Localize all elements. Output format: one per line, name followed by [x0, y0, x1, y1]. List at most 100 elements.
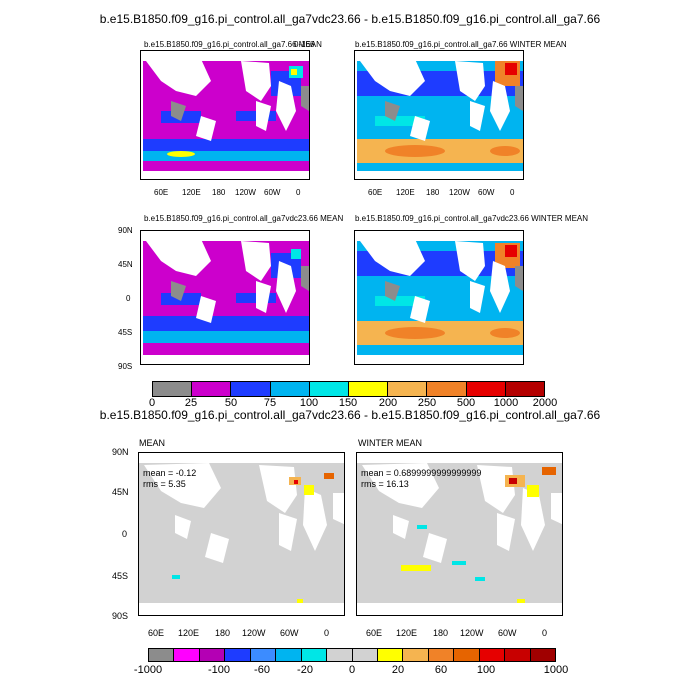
colorbar-label: 100 — [299, 397, 319, 409]
lon-label: 60W — [280, 628, 299, 638]
colorbar-label: 1000 — [493, 397, 519, 409]
lon-label: 60E — [368, 188, 383, 197]
lon-label: 120E — [182, 188, 201, 197]
colorbar-label: -20 — [297, 664, 313, 676]
colorbar-segment — [466, 382, 506, 396]
panel-title-diff-mean: MEAN — [139, 438, 166, 448]
lat-label: 45N — [112, 487, 129, 497]
lat-label: 90S — [118, 362, 133, 371]
lat-label: 90S — [112, 611, 129, 621]
stat-rms: rms = 5.35 — [143, 479, 186, 489]
lat-label: 90N — [118, 226, 133, 235]
lon-label: 60E — [148, 628, 165, 638]
colorbar-segment — [301, 649, 328, 661]
top-colorbar — [152, 381, 545, 397]
lat-label: 90N — [112, 447, 129, 457]
panel-title-diff-winter: WINTER MEAN — [358, 438, 422, 448]
colorbar-label: 75 — [263, 397, 277, 409]
lon-label: 180 — [212, 188, 226, 197]
colorbar-segment — [377, 649, 404, 661]
colorbar-label: 150 — [338, 397, 358, 409]
colorbar-segment — [153, 382, 193, 396]
lon-label: 120W — [235, 188, 256, 197]
panel-corner-label: 0-166 — [294, 40, 315, 49]
colorbar-segment — [327, 649, 353, 661]
colorbar-segment — [192, 382, 232, 396]
stat-mean: mean = -0.12 — [143, 468, 197, 478]
colorbar-segment — [530, 649, 555, 661]
colorbar-label: 250 — [417, 397, 437, 409]
colorbar-label: 500 — [456, 397, 476, 409]
colorbar-label: 20 — [391, 664, 405, 676]
ocean-field-mean-ga7 — [141, 51, 309, 179]
colorbar-segment — [352, 649, 378, 661]
ocean-field-winter-vdc — [355, 231, 523, 364]
panel-title-mean-vdc: b.e15.B1850.f09_g16.pi_control.all_ga7vd… — [144, 214, 344, 223]
colorbar-segment — [403, 649, 429, 661]
colorbar-label: -1000 — [133, 664, 163, 676]
lon-label: 60E — [154, 188, 169, 197]
lon-label: 0 — [296, 188, 301, 197]
colorbar-segment — [250, 649, 277, 661]
colorbar-label: 2000 — [532, 397, 558, 409]
lon-label: 120E — [396, 188, 415, 197]
colorbar-label: 0 — [348, 664, 356, 676]
ocean-field-winter-ga7 — [355, 51, 523, 179]
map-mid-left — [140, 230, 310, 365]
colorbar-label: 60 — [434, 664, 448, 676]
map-top-left — [140, 50, 310, 180]
colorbar-label: 50 — [224, 397, 238, 409]
lon-label: 0 — [542, 628, 548, 638]
lon-label: 0 — [324, 628, 330, 638]
colorbar-segment — [349, 382, 389, 396]
lat-label: 45S — [118, 328, 133, 337]
colorbar-label: 200 — [378, 397, 398, 409]
lon-label: 120W — [449, 188, 470, 197]
panel-title-winter-vdc: b.e15.B1850.f09_g16.pi_control.all_ga7vd… — [355, 214, 589, 223]
lon-label: 120W — [460, 628, 484, 638]
colorbar-segment — [231, 382, 271, 396]
lat-label: 0 — [122, 529, 128, 539]
panel-title-winter-ga7: b.e15.B1850.f09_g16.pi_control.all_ga7.6… — [355, 40, 567, 49]
map-diff-winter — [356, 452, 563, 616]
lon-label: 120E — [396, 628, 418, 638]
diff-field-winter — [357, 453, 562, 615]
map-diff-mean — [138, 452, 345, 616]
colorbar-label: 100 — [476, 664, 496, 676]
stat-mean: mean = 0.6899999999999999 — [361, 468, 482, 478]
top-figure-title: b.e15.B1850.f09_g16.pi_control.all_ga7vd… — [99, 12, 601, 26]
colorbar-label: 25 — [184, 397, 198, 409]
lon-label: 60W — [264, 188, 281, 197]
stat-rms: rms = 16.13 — [361, 479, 409, 489]
lat-label: 45N — [118, 260, 133, 269]
bottom-figure-title: b.e15.B1850.f09_g16.pi_control.all_ga7vd… — [99, 408, 601, 422]
lon-label: 0 — [510, 188, 515, 197]
colorbar-segment — [309, 382, 350, 396]
lon-label: 180 — [215, 628, 231, 638]
lat-label: 0 — [126, 294, 131, 303]
bottom-colorbar — [148, 648, 556, 662]
colorbar-segment — [149, 649, 175, 661]
colorbar-segment — [505, 649, 531, 661]
lon-label: 120W — [242, 628, 266, 638]
colorbar-segment — [428, 649, 455, 661]
diff-field-mean — [139, 453, 344, 615]
lon-label: 60W — [478, 188, 495, 197]
lon-label: 180 — [433, 628, 449, 638]
lon-label: 180 — [426, 188, 440, 197]
colorbar-label: 0 — [148, 397, 156, 409]
colorbar-segment — [479, 649, 506, 661]
colorbar-label: 1000 — [543, 664, 569, 676]
map-top-right — [354, 50, 524, 180]
lon-label: 60E — [366, 628, 383, 638]
colorbar-label: -100 — [207, 664, 231, 676]
lat-label: 45S — [112, 571, 129, 581]
colorbar-segment — [454, 649, 480, 661]
ocean-field-mean-vdc — [141, 231, 309, 364]
map-mid-right — [354, 230, 524, 365]
colorbar-segment — [199, 649, 226, 661]
colorbar-segment — [270, 382, 310, 396]
colorbar-segment — [225, 649, 251, 661]
colorbar-segment — [276, 649, 302, 661]
colorbar-segment — [388, 382, 428, 396]
